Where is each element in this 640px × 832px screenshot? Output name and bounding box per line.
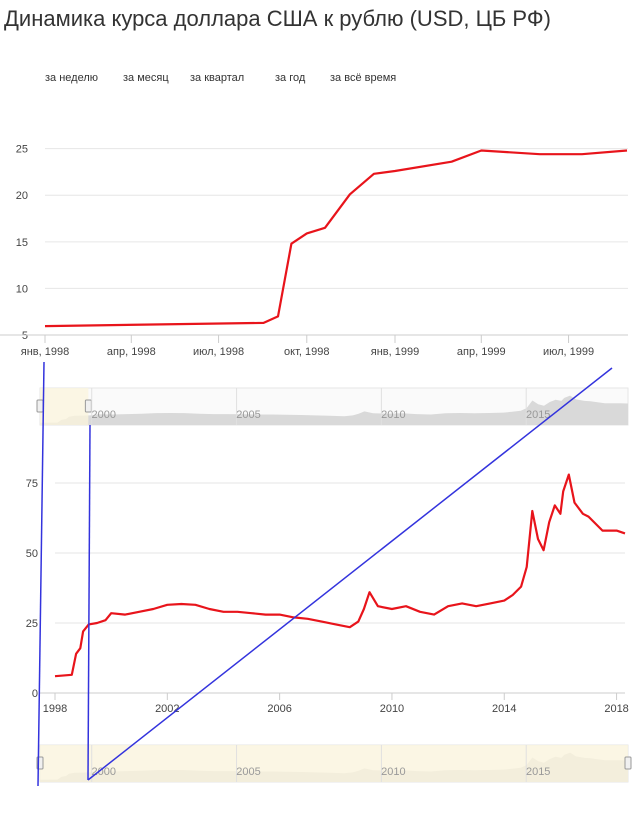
navigator-handle xyxy=(84,399,92,413)
x-tick-label: 2006 xyxy=(267,703,291,715)
x-tick-label: 2002 xyxy=(155,703,179,715)
series-line-usd xyxy=(44,149,628,328)
navigator-tick-label: 2005 xyxy=(236,409,260,421)
y-tick-label: 25 xyxy=(26,618,38,630)
period-year-button[interactable]: за год xyxy=(275,72,306,84)
navigator-tick-label: 2010 xyxy=(381,409,405,421)
x-tick-label: июл, 1998 xyxy=(193,346,244,358)
navigator-tick-label: 2005 xyxy=(236,766,260,778)
y-tick-label: 15 xyxy=(16,237,28,249)
period-quarter-button[interactable]: за квартал xyxy=(190,72,245,84)
x-tick-label: 2018 xyxy=(604,703,628,715)
x-tick-label: янв, 1998 xyxy=(21,346,69,358)
navigator-tick-label: 2000 xyxy=(91,766,115,778)
period-week-button[interactable]: за неделю xyxy=(45,72,99,84)
x-tick-label: апр, 1999 xyxy=(457,346,506,358)
navigator-tick-label: 2015 xyxy=(526,766,550,778)
navigator-tick-label: 2000 xyxy=(91,409,115,421)
x-tick-label: окт, 1998 xyxy=(284,346,329,358)
x-tick-label: июл, 1999 xyxy=(543,346,594,358)
x-tick-label: 2014 xyxy=(492,703,516,715)
x-tick-label: апр, 1998 xyxy=(107,346,156,358)
navigator-selection xyxy=(40,388,89,425)
chart-bottom: 0 25 50 75 1998 2002 2006 2010 2014 2018 xyxy=(26,473,629,715)
y-tick-label: 75 xyxy=(26,478,38,490)
y-tick-label: 50 xyxy=(26,548,38,560)
y-tick-label: 5 xyxy=(22,330,28,342)
navigator-tick-label: 2015 xyxy=(526,409,550,421)
y-tick-label: 25 xyxy=(16,144,28,156)
navigator-handle xyxy=(36,399,44,413)
y-tick-label: 20 xyxy=(16,190,28,202)
x-tick-label: 1998 xyxy=(43,703,67,715)
y-tick-label: 0 xyxy=(32,688,38,700)
series-line-usd xyxy=(54,473,626,678)
y-tick-label: 10 xyxy=(16,283,28,295)
navigator-handle xyxy=(36,756,44,770)
x-tick-label: янв, 1999 xyxy=(371,346,419,358)
period-month-button[interactable]: за месяц xyxy=(123,72,169,84)
navigator-handle xyxy=(624,756,632,770)
chart-top: 5 10 15 20 25 янв, 1998 апр, 1998 июл, 1998 окт,… xyxy=(0,144,628,358)
navigator-top[interactable]: 2000 2005 2010 2015 xyxy=(0,383,640,433)
page-title: Динамика курса доллара США к рублю (USD,… xyxy=(4,6,551,31)
period-selector: за неделю за месяц за квартал за год за … xyxy=(0,72,640,88)
period-all-time-button[interactable]: за всё время xyxy=(330,72,397,84)
navigator-tick-label: 2010 xyxy=(381,766,405,778)
navigator-bottom[interactable]: 2000 2005 2010 2015 xyxy=(0,740,640,790)
x-tick-label: 2010 xyxy=(380,703,404,715)
